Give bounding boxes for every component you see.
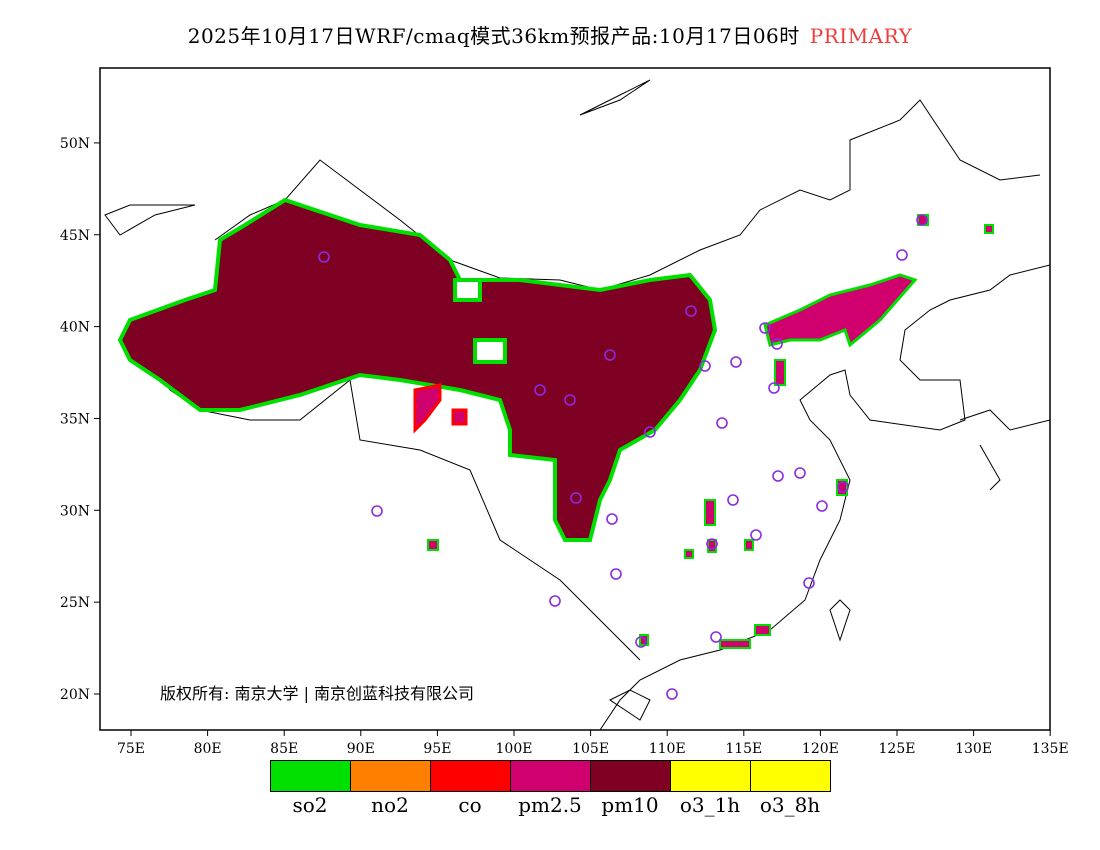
legend-swatch-pm10 — [591, 761, 671, 791]
border-north — [214, 99, 1041, 291]
lon-tick-label: 90E — [347, 741, 375, 757]
lon-tick-label: 125E — [879, 741, 916, 757]
map-title: 2025年10月17日WRF/cmaq模式36km预报产品:10月17日06时 P… — [0, 20, 1100, 49]
lat-tick-label: 50N — [60, 136, 90, 152]
lat-tick-label: 35N — [60, 411, 90, 427]
legend-swatch-so2 — [271, 761, 351, 791]
copyright-text: 版权所有: 南京大学 | 南京创蓝科技有限公司 — [160, 684, 475, 703]
legend-swatch-o3_1h — [671, 761, 751, 791]
lat-tick-label: 30N — [60, 503, 90, 519]
lon-tick-label: 135E — [1032, 741, 1069, 757]
legend-swatch-no2 — [351, 761, 431, 791]
legend-label: no2 — [371, 793, 409, 817]
pm25-area — [763, 273, 918, 348]
legend-labels: so2 no2 co pm2.5 pm10 o3_1h o3_8h — [270, 793, 830, 817]
legend-label: so2 — [292, 793, 328, 817]
lon-tick-label: 110E — [649, 741, 686, 757]
legend-label: o3_8h — [759, 793, 821, 817]
legend-label: o3_1h — [679, 793, 741, 817]
city-markers — [318, 214, 928, 700]
map-frame — [99, 67, 1051, 731]
lat-tick-label: 25N — [60, 595, 90, 611]
title-tag: PRIMARY — [809, 24, 913, 48]
lon-tick-label: 75E — [117, 741, 145, 757]
legend-swatch-co — [431, 761, 511, 791]
title-text: 2025年10月17日WRF/cmaq模式36km预报产品:10月17日06时 — [187, 24, 800, 48]
lat-tick-label: 45N — [60, 228, 90, 244]
lat-tick-label: 40N — [60, 320, 90, 336]
lon-tick-label: 95E — [423, 741, 451, 757]
legend-label: pm2.5 — [518, 793, 582, 817]
legend-label: co — [458, 793, 482, 817]
lon-tick-label: 105E — [572, 741, 609, 757]
lon-tick-label: 85E — [270, 741, 298, 757]
lon-tick-label: 115E — [725, 741, 762, 757]
lat-tick-label: 20N — [60, 687, 90, 703]
lon-tick-label: 100E — [496, 741, 533, 757]
legend-bar — [270, 760, 831, 792]
legend-label: pm10 — [601, 793, 659, 817]
lon-tick-label: 120E — [802, 741, 839, 757]
lon-tick-label: 80E — [194, 741, 222, 757]
pm10-region — [117, 197, 994, 649]
legend-swatch-o3_8h — [751, 761, 830, 791]
legend-swatch-pm2.5 — [511, 761, 591, 791]
pm10-area — [117, 197, 718, 542]
lon-tick-label: 130E — [955, 741, 992, 757]
